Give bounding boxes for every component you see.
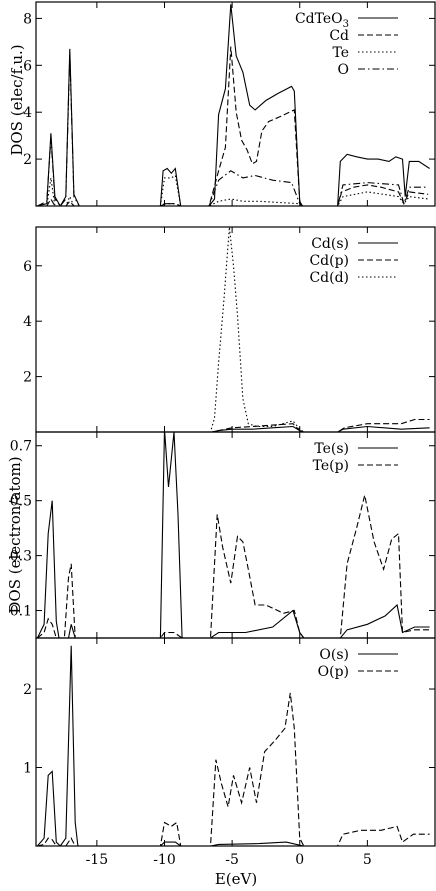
legend-label: Cd(p) bbox=[309, 253, 349, 269]
legend-label: O bbox=[338, 62, 349, 78]
x-tick-label: -15 bbox=[86, 852, 109, 868]
y-tick-label: 0.3 bbox=[10, 549, 32, 565]
series-line-o-p bbox=[37, 692, 430, 846]
x-tick-label: 0 bbox=[295, 852, 304, 868]
panel-3: 0.1 0.3 0.5 0.7 Te(s)Te(p) bbox=[10, 431, 436, 639]
series-line-o-s bbox=[36, 645, 430, 846]
legend-label: Cd(s) bbox=[311, 236, 349, 252]
x-tick-label: -10 bbox=[153, 852, 176, 868]
x-tick-label: 5 bbox=[363, 852, 372, 868]
series-line-te-s bbox=[36, 432, 430, 638]
legend-label: Te(p) bbox=[313, 458, 349, 474]
series-line-cd bbox=[37, 46, 429, 206]
series-line-cdteo3 bbox=[37, 4, 430, 206]
y-tick-label: 1 bbox=[23, 761, 32, 777]
panel-2: 2 4 6 Cd(s)Cd(p)Cd(d) bbox=[23, 226, 436, 433]
x-tick-label: -5 bbox=[225, 852, 239, 868]
y-tick-label: 6 bbox=[23, 58, 32, 74]
legend-label: CdTeO3 bbox=[295, 11, 349, 30]
series-line-cd-s bbox=[37, 425, 430, 432]
legend-label: O(s) bbox=[319, 647, 349, 663]
series-line-cd-p bbox=[37, 418, 430, 432]
y-tick-label: 0.1 bbox=[10, 604, 32, 620]
y-tick-label: 6 bbox=[23, 259, 32, 275]
plot-frame bbox=[35, 1, 436, 207]
legend-label: Cd(d) bbox=[309, 270, 349, 286]
y-tick-label: 2 bbox=[23, 682, 32, 698]
x-axis-label: E(eV) bbox=[215, 870, 257, 888]
y-tick-label: 8 bbox=[23, 11, 32, 27]
legend-label: Te bbox=[332, 45, 349, 61]
y-tick-label: 4 bbox=[23, 314, 32, 330]
series-line-cd-d bbox=[37, 227, 430, 432]
y-tick-label: 2 bbox=[23, 152, 32, 168]
series-line-o bbox=[37, 53, 429, 206]
plot-frame bbox=[35, 226, 436, 433]
plot-frame bbox=[35, 431, 436, 639]
y-tick-label: 4 bbox=[23, 105, 32, 121]
legend-subscript: 3 bbox=[343, 19, 349, 30]
panel-4: 1 2 O(s)O(p) bbox=[23, 637, 436, 847]
y-tick-label: 0.5 bbox=[10, 494, 32, 510]
y-axis-label-bottom: DOS (electron/atom) bbox=[6, 456, 24, 613]
y-tick-label: 0.7 bbox=[10, 439, 32, 455]
series-line-te-p bbox=[37, 495, 430, 638]
y-axis-label-top: DOS (elec/f.u.) bbox=[8, 44, 26, 155]
series-line-te bbox=[37, 174, 429, 206]
legend-label: Cd bbox=[329, 28, 349, 44]
legend-label: Te(s) bbox=[314, 441, 349, 457]
y-tick-label: 2 bbox=[23, 370, 32, 386]
plot-frame bbox=[35, 637, 436, 847]
legend-label: O(p) bbox=[318, 664, 349, 680]
